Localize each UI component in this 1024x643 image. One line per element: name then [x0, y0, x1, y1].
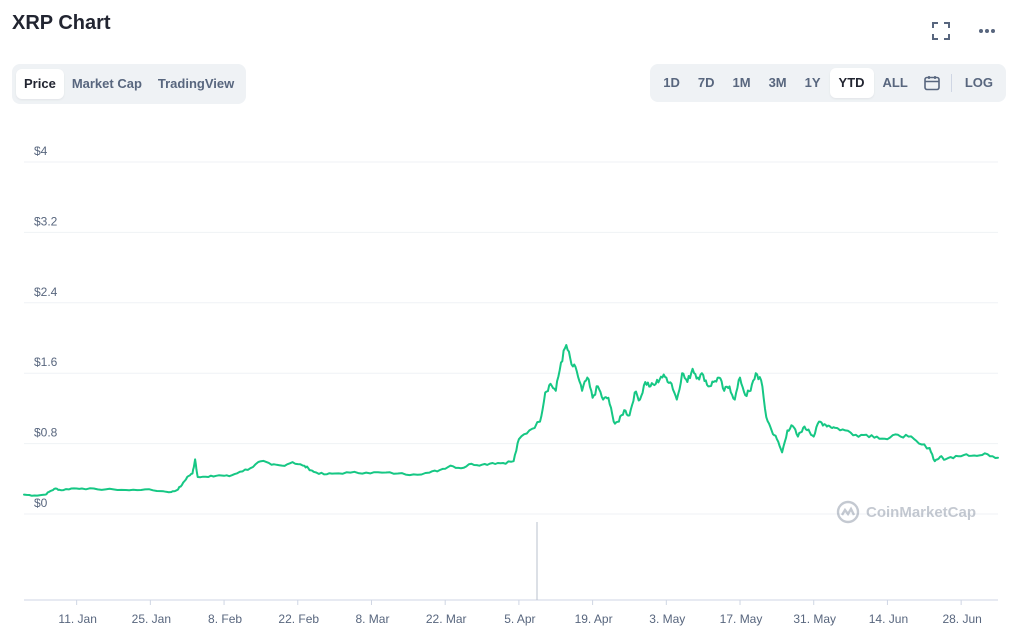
x-tick-label: 25. Jan [132, 612, 171, 626]
y-tick-label: $2.4 [34, 285, 58, 299]
more-icon[interactable] [976, 20, 998, 42]
watermark: CoinMarketCap [836, 500, 976, 524]
range-ytd[interactable]: YTD [829, 68, 874, 98]
range-1y[interactable]: 1Y [804, 75, 821, 90]
watermark-text: CoinMarketCap [866, 503, 977, 521]
x-tick-label: 11. Jan [58, 612, 96, 626]
chart-grid [24, 161, 998, 601]
range-3m[interactable]: 3M [768, 75, 787, 90]
coinmarketcap-logo-icon [836, 500, 860, 524]
range-7d[interactable]: 7D [697, 75, 715, 90]
x-tick-label: 22. Mar [426, 612, 467, 626]
y-tick-label: $0.8 [34, 426, 58, 440]
tab-tradingview[interactable]: TradingView [157, 76, 235, 91]
series-line [23, 344, 999, 497]
range-tabs: 1D 7D 1M 3M 1Y YTD ALL LOG [650, 64, 1006, 102]
x-tick-label: 22. Feb [278, 612, 319, 626]
x-tick-label: 28. Jun [942, 612, 981, 626]
x-tick-label: 17. May [720, 612, 763, 626]
y-tick-label: $3.2 [34, 214, 58, 228]
range-1m[interactable]: 1M [732, 75, 751, 90]
y-tick-label: $4 [34, 144, 48, 158]
tab-market-cap[interactable]: Market Cap [71, 76, 142, 91]
divider [950, 74, 952, 92]
x-tick-label: 14. Jun [869, 612, 908, 626]
view-tabs: Price Market Cap TradingView [12, 64, 247, 104]
range-1d[interactable]: 1D [663, 75, 680, 90]
x-tick-label: 3. May [649, 612, 685, 626]
x-tick-label: 8. Mar [355, 612, 389, 626]
log-toggle[interactable]: LOG [964, 75, 993, 90]
top-icons [930, 20, 998, 42]
x-tick-label: 31. May [793, 612, 836, 626]
page-title: XRP Chart [12, 12, 111, 34]
fullscreen-icon[interactable] [930, 20, 952, 42]
x-tick-label: 5. Apr [504, 612, 535, 626]
y-tick-label: $1.6 [34, 355, 58, 369]
range-all[interactable]: ALL [882, 75, 908, 90]
tab-price[interactable]: Price [16, 69, 64, 99]
calendar-icon[interactable] [917, 68, 947, 98]
x-tick-label: 8. Feb [208, 612, 242, 626]
y-tick-label: $0 [34, 496, 48, 510]
x-tick-label: 19. Apr [575, 612, 613, 626]
y-axis-ticks: $0 $0.8 $1.6 $2.4 $3.2 $4 [34, 144, 58, 510]
x-axis-ticks: 11. Jan 25. Jan 8. Feb 22. Feb 8. Mar 22. Mar… [58, 600, 982, 626]
chart-series [23, 344, 999, 497]
